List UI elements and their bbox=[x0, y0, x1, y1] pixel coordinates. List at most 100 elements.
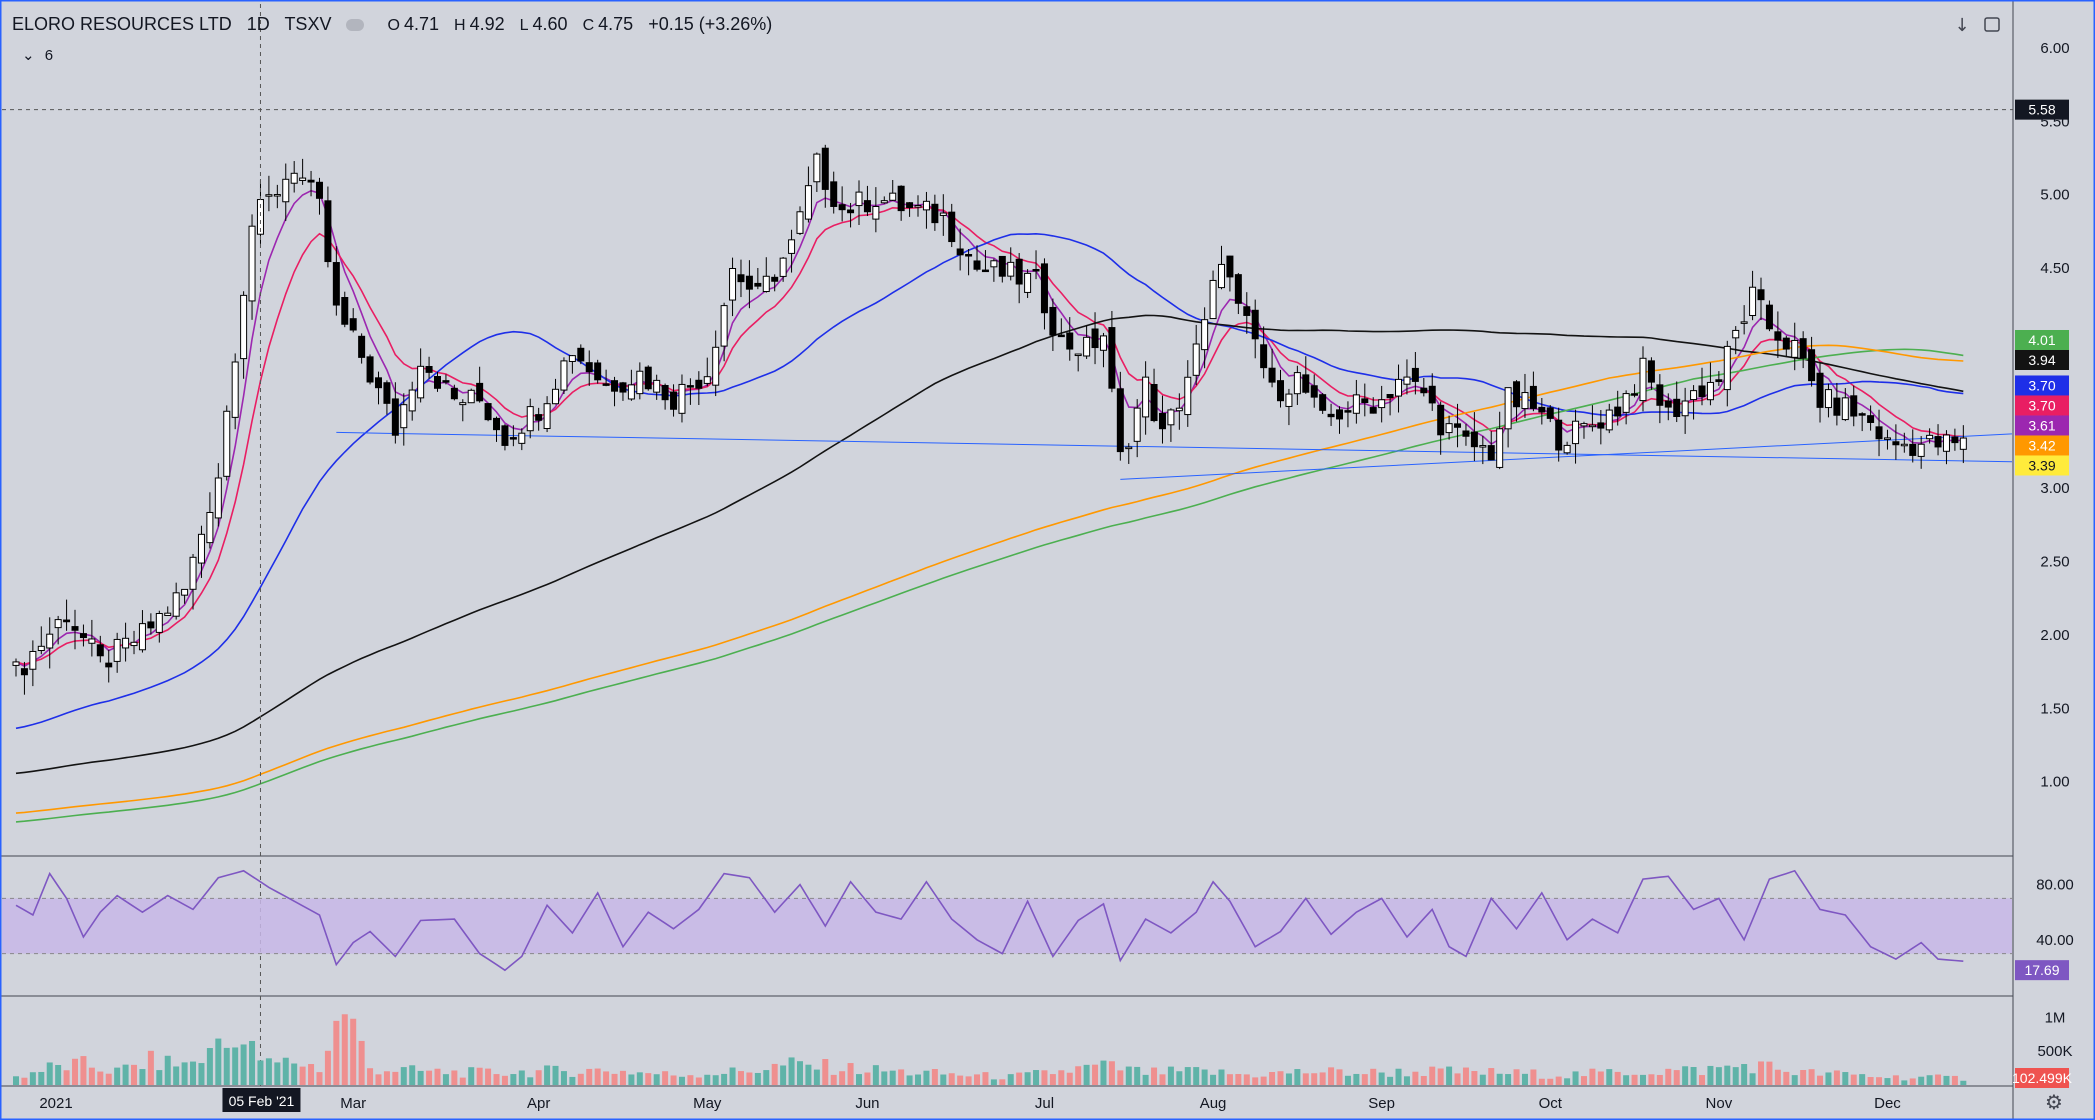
volume-bar bbox=[645, 1073, 652, 1085]
volume-bar bbox=[1142, 1074, 1149, 1085]
ma-value-label: 3.70 bbox=[2028, 377, 2055, 393]
candle-body bbox=[265, 194, 273, 197]
price-axis-tick: 5.00 bbox=[2040, 187, 2069, 204]
candle-body bbox=[1049, 306, 1057, 336]
volume-bar bbox=[206, 1048, 213, 1085]
volume-bar bbox=[265, 1058, 272, 1085]
volume-bar bbox=[1159, 1074, 1166, 1085]
volume-bar bbox=[1808, 1069, 1815, 1085]
candle-body bbox=[383, 382, 391, 404]
volume-bar bbox=[586, 1068, 593, 1085]
candle-body bbox=[594, 362, 602, 381]
candle-body bbox=[1479, 445, 1487, 448]
volume-bar bbox=[813, 1069, 820, 1085]
candle-body bbox=[788, 239, 796, 254]
volume-bar bbox=[1370, 1068, 1377, 1085]
volume-bar bbox=[1412, 1071, 1419, 1085]
volume-bar bbox=[409, 1065, 416, 1085]
trendline-support[interactable] bbox=[1120, 433, 2013, 480]
volume-bar bbox=[1420, 1075, 1427, 1085]
volume-bar bbox=[1092, 1064, 1099, 1085]
candle-body bbox=[644, 366, 652, 390]
ma-red-line bbox=[15, 205, 1964, 666]
candle-body bbox=[804, 185, 812, 220]
volume-bar bbox=[763, 1070, 770, 1085]
volume-bar bbox=[105, 1073, 112, 1085]
gear-icon[interactable]: ⚙ bbox=[2045, 1090, 2063, 1114]
candle-body bbox=[282, 178, 290, 203]
volume-bar bbox=[21, 1077, 28, 1085]
time-axis-tick: Sep bbox=[1368, 1095, 1395, 1112]
candle-body bbox=[779, 257, 787, 277]
volume-bar bbox=[1218, 1069, 1225, 1085]
candle-body bbox=[737, 274, 745, 283]
volume-bar bbox=[1353, 1073, 1360, 1085]
candle-body bbox=[956, 248, 964, 256]
symbol-name[interactable]: ELORO RESOURCES LTD bbox=[12, 14, 232, 34]
candle-body bbox=[88, 638, 96, 644]
candle-body bbox=[63, 619, 71, 623]
candle-body bbox=[1057, 334, 1065, 338]
candle-body bbox=[1647, 360, 1655, 383]
volume-bar bbox=[662, 1071, 669, 1085]
candle-body bbox=[678, 383, 686, 414]
candle-body bbox=[1352, 394, 1360, 414]
candle-body bbox=[1192, 343, 1200, 376]
volume-value-label: 102.499K bbox=[2012, 1070, 2073, 1086]
volume-bar bbox=[974, 1074, 981, 1085]
candle-body bbox=[417, 365, 425, 399]
candle-body bbox=[1369, 407, 1377, 414]
candle-body bbox=[71, 626, 79, 631]
candle-body bbox=[712, 346, 720, 386]
volume-bar bbox=[97, 1071, 104, 1085]
candle-body bbox=[1217, 263, 1225, 289]
volume-bar bbox=[147, 1050, 154, 1085]
candle-body bbox=[796, 211, 804, 234]
ma-value-label: 3.70 bbox=[2028, 397, 2055, 413]
candle-body bbox=[459, 402, 467, 406]
candle-body bbox=[1251, 309, 1259, 340]
volume-bar bbox=[805, 1064, 812, 1085]
candle-body bbox=[1622, 393, 1630, 413]
candle-body bbox=[729, 268, 737, 301]
volume-bar bbox=[485, 1068, 492, 1085]
candle-body bbox=[1116, 388, 1124, 453]
candle-body bbox=[476, 382, 484, 402]
chevron-down-icon: ⌄ bbox=[22, 47, 35, 64]
volume-bar bbox=[864, 1072, 871, 1085]
candle-body bbox=[181, 588, 189, 596]
volume-bar bbox=[1496, 1073, 1503, 1085]
candle-body bbox=[189, 556, 197, 590]
candle-body bbox=[552, 388, 560, 405]
indicators-toggle[interactable]: ⌄ 6 bbox=[22, 46, 53, 64]
volume-bar bbox=[1530, 1069, 1537, 1085]
volume-bar bbox=[687, 1075, 694, 1085]
ma-value-label-bg bbox=[2015, 375, 2069, 396]
volume-bar bbox=[1580, 1076, 1587, 1085]
candle-body bbox=[931, 203, 939, 224]
candle-body bbox=[1529, 385, 1537, 409]
fullscreen-icon[interactable] bbox=[1984, 17, 2000, 32]
volume-bar bbox=[518, 1070, 525, 1085]
candle-body bbox=[1108, 327, 1116, 389]
volume-bar bbox=[729, 1067, 736, 1085]
candle-body bbox=[948, 211, 956, 243]
candle-body bbox=[1841, 397, 1849, 421]
volume-bar bbox=[544, 1065, 551, 1085]
candle-body bbox=[914, 205, 922, 208]
candle-body bbox=[1673, 398, 1681, 417]
volume-bar bbox=[1884, 1078, 1891, 1085]
candle-body bbox=[627, 384, 635, 400]
ma-value-label-bg bbox=[2015, 455, 2069, 476]
candle-body bbox=[1706, 381, 1714, 401]
trendline-resistance[interactable] bbox=[336, 431, 2013, 463]
candle-body bbox=[1934, 436, 1942, 448]
volume-bar bbox=[1758, 1061, 1765, 1085]
interval-label[interactable]: 1D bbox=[246, 14, 270, 34]
volume-bar bbox=[1075, 1066, 1082, 1085]
ma-value-label: 4.01 bbox=[2028, 332, 2055, 348]
volume-bar bbox=[822, 1059, 829, 1085]
candle-body bbox=[1378, 399, 1386, 409]
download-icon[interactable]: ↓ bbox=[1954, 15, 1969, 36]
